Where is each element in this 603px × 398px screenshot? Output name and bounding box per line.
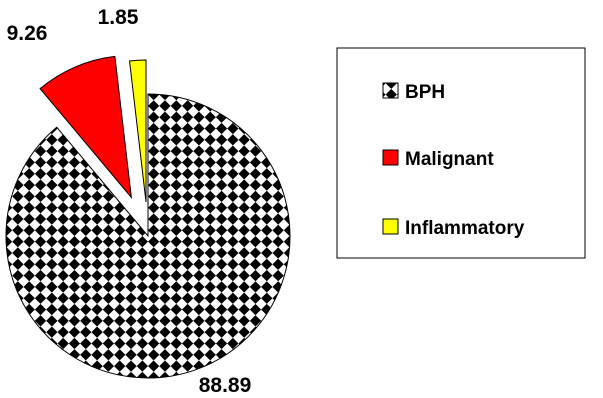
legend-swatch-bph <box>382 82 399 99</box>
legend-swatch-inflammatory <box>382 218 399 235</box>
legend-label-inflammatory: Inflammatory <box>405 218 525 239</box>
data-label-inflammatory: 1.85 <box>98 6 139 29</box>
slice-inflammatory <box>129 59 147 203</box>
legend-item-bph: BPH <box>382 82 445 103</box>
legend-box <box>336 47 586 259</box>
legend: BPH Malignant Inflammatory <box>336 47 586 259</box>
pie-data-labels: 88.89 9.26 1.85 <box>7 6 252 397</box>
legend-label-bph: BPH <box>405 82 445 103</box>
legend-swatch-malignant <box>382 149 399 166</box>
data-label-bph: 88.89 <box>199 374 252 397</box>
legend-label-malignant: Malignant <box>405 149 494 170</box>
legend-item-inflammatory: Inflammatory <box>382 218 525 239</box>
data-label-malignant: 9.26 <box>7 22 48 45</box>
legend-item-malignant: Malignant <box>382 149 494 170</box>
slice-malignant <box>39 55 133 200</box>
pie-slices <box>5 55 291 379</box>
slice-bph <box>5 93 291 379</box>
